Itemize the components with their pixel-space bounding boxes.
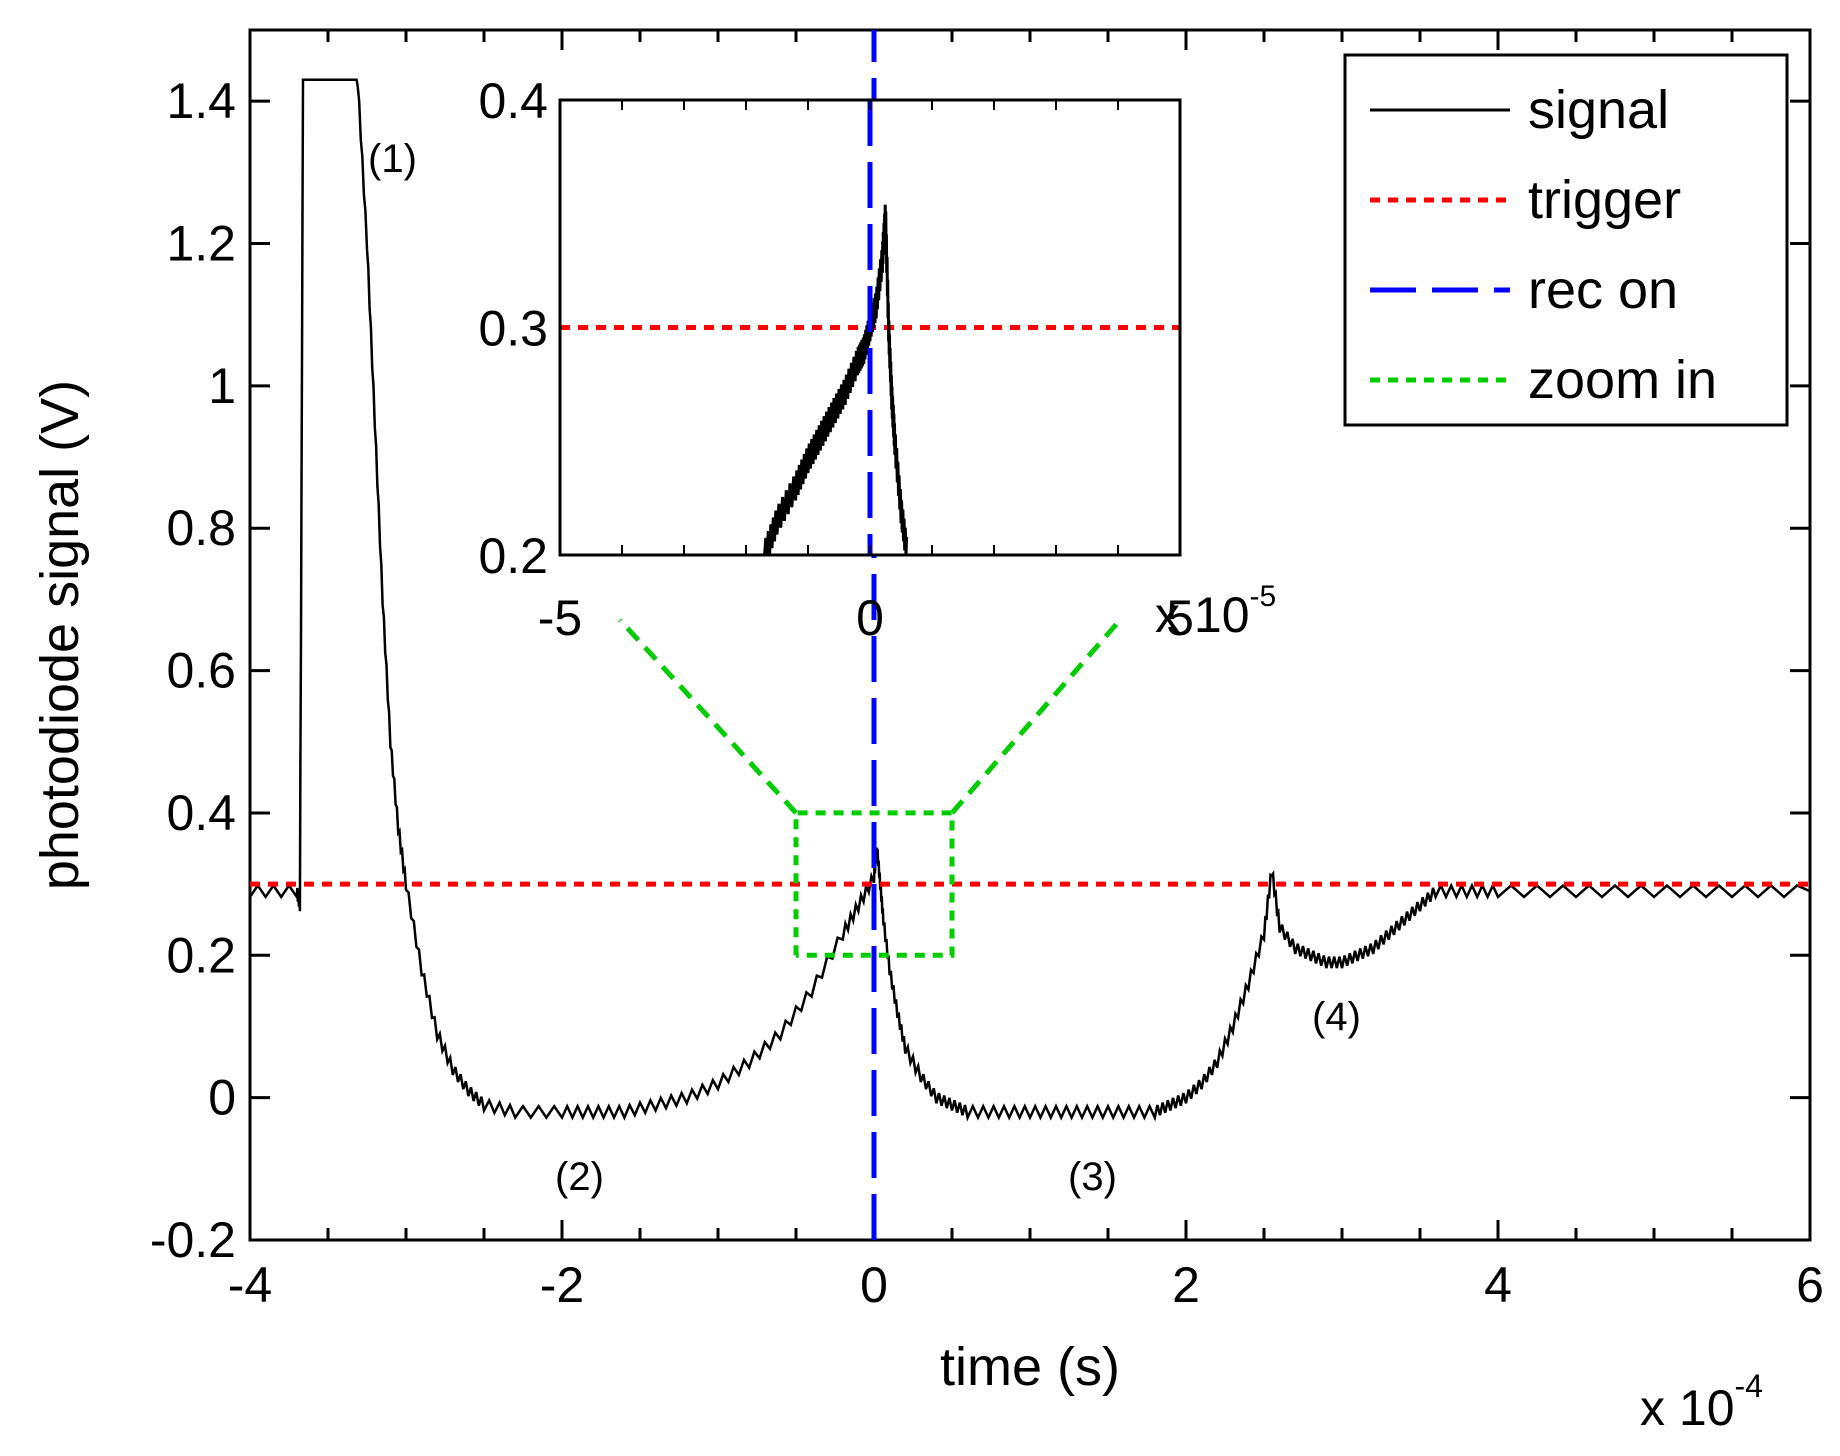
x-tick-label: 4 [1484, 1257, 1512, 1313]
inset-x-multiplier-base: x 10 [1155, 587, 1250, 643]
zoom-guide-right [950, 618, 1122, 815]
inset-tick-labels: -5 0 5 0.2 0.3 0.4 [478, 73, 1193, 646]
legend-label-rec-on: rec on [1528, 260, 1678, 320]
x-multiplier-base: x 10 [1640, 1380, 1735, 1436]
inset-y-tick-label: 0.4 [478, 73, 548, 129]
x-tick-label: -2 [540, 1257, 584, 1313]
series-signal [248, 78, 1811, 1122]
y-tick-label: 0 [208, 1070, 236, 1126]
legend: signal trigger rec on zoom in [1343, 53, 1789, 427]
annotation-1: (1) [368, 137, 417, 181]
x-tick-label: 6 [1796, 1257, 1824, 1313]
inset-x-tick-label: 5 [1166, 590, 1194, 646]
zoom-in-guide-lines [618, 618, 1122, 815]
inset-y-tick-label: 0.3 [478, 301, 548, 357]
inset-x-multiplier-exponent: -5 [1250, 580, 1277, 613]
annotation-4: (4) [1312, 995, 1361, 1039]
series-zoom-in [793, 810, 955, 958]
y-tick-label: 0.6 [166, 643, 236, 699]
y-tick-label: 1.2 [166, 216, 236, 272]
inset-series-signal [763, 204, 909, 556]
y-tick-label: 0.8 [166, 500, 236, 556]
y-tick-label: -0.2 [150, 1212, 236, 1268]
inset-x-tick-label: -5 [538, 590, 582, 646]
x-tick-label: -4 [228, 1257, 272, 1313]
y-axis-label: photodiode signal (V) [30, 380, 90, 890]
legend-label-trigger: trigger [1528, 170, 1681, 230]
x-multiplier: x 10-4 [1640, 1368, 1763, 1436]
x-tick-label: 0 [860, 1257, 888, 1313]
legend-box [1343, 53, 1789, 427]
inset-x-tick-label: 0 [856, 590, 884, 646]
inset-y-tick-label: 0.2 [478, 528, 548, 584]
annotation-3: (3) [1068, 1155, 1117, 1199]
x-axis-label: time (s) [940, 1337, 1120, 1397]
legend-entries: signal trigger rec on zoom in [1370, 80, 1717, 410]
inset-x-multiplier: x 10-5 [1155, 580, 1276, 643]
main-tick-labels: -4 -2 0 2 4 6 -0.2 0 0.2 0.4 0.6 0.8 1 1.2 1.4 [150, 73, 1824, 1313]
inset-plot: -5 0 50.20.30.4 x 10-5 [478, 73, 1276, 646]
inset-ticks [559, 100, 1181, 555]
main-ticks [248, 30, 1812, 1242]
zoom-guide-left [618, 618, 798, 815]
x-multiplier-exponent: -4 [1735, 1368, 1763, 1404]
y-tick-label: 0.4 [166, 785, 236, 841]
y-tick-label: 1 [208, 358, 236, 414]
inset-series [560, 100, 1180, 556]
x-tick-label: 2 [1172, 1257, 1200, 1313]
y-tick-label: 1.4 [166, 73, 236, 129]
legend-label-signal: signal [1528, 80, 1669, 140]
y-tick-label: 0.2 [166, 927, 236, 983]
annotation-2: (2) [555, 1155, 604, 1199]
legend-label-zoom-in: zoom in [1528, 350, 1717, 410]
